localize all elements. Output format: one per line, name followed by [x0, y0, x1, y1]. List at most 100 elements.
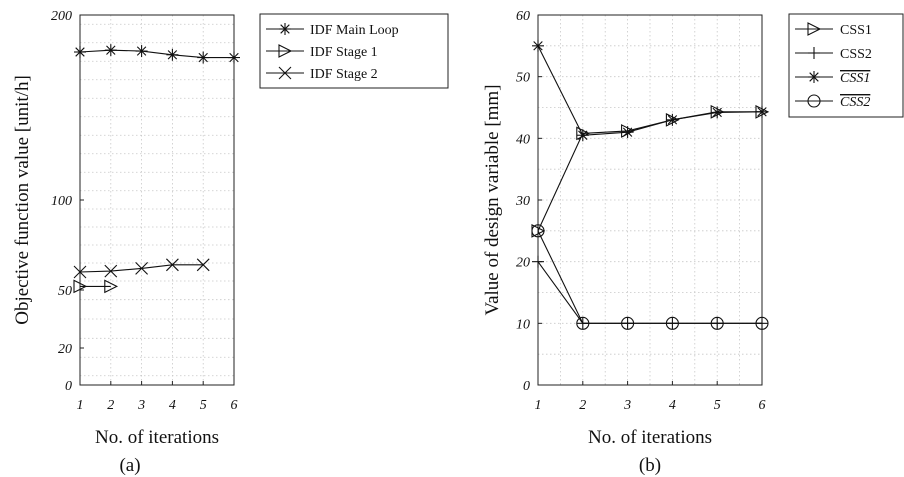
chart-b-point-3-1-circ: [576, 316, 590, 330]
chart-a-ytick-label: 20: [58, 342, 72, 357]
chart-b-legend-marker-3: [807, 94, 821, 108]
chart-a-point-0-0-d2: [75, 47, 85, 57]
chart-a-xtick-label: 3: [137, 398, 145, 413]
chart-a-point-0-1: [104, 44, 117, 57]
chart-b-ytick-label: 60: [516, 9, 530, 24]
chart-a-legend-label-0: IDF Main Loop: [310, 23, 399, 38]
chart-b-point-2-0-d2: [533, 41, 543, 51]
chart-a-xtick-label: 1: [77, 398, 84, 413]
chart-b-point-3-3-circ: [665, 316, 679, 330]
chart-b-point-2-1-d2: [578, 130, 588, 140]
chart-b-point-3-4-circ: [710, 316, 724, 330]
chart-a-point-2-1: [104, 264, 118, 278]
chart-a-legend-marker-2-d2: [278, 66, 292, 80]
chart-a-axes-box: [79, 14, 235, 386]
chart-a-legend-marker-1: [278, 44, 293, 58]
chart-b-grid: [537, 14, 763, 386]
chart-b-legend: CSS1 CSS2 CSS1 CSS2: [788, 13, 904, 118]
chart-b-legend-box: [788, 13, 904, 118]
chart-b-point-3-5-circ: [755, 316, 769, 330]
chart-b-point-3-4: [710, 316, 724, 330]
chart-a-legend-marker-2: [278, 66, 292, 80]
chart-a-point-2-1-d2: [104, 264, 118, 278]
chart-b-ytick-label: 0: [523, 379, 530, 394]
chart-a-point-2-2-d2: [135, 262, 148, 275]
chart-b-ytick-label: 20: [516, 256, 530, 271]
chart-b-xtick-label: 4: [669, 398, 676, 413]
chart-a-point-2-4-d2: [196, 258, 210, 272]
chart-a-point-0-5: [228, 51, 240, 64]
chart-b-xtick-label: 5: [714, 398, 721, 413]
chart-a-point-1-1-tri: [104, 279, 119, 294]
chart-b-point-1-0: [532, 255, 544, 268]
chart-b-point-2-5: [756, 105, 768, 118]
chart-a-point-0-3-d2: [167, 50, 178, 60]
chart-b-legend-label-2: CSS1: [840, 71, 870, 86]
chart-a-legend-marker-0-d2: [280, 24, 290, 34]
chart-b-point-3-1: [576, 316, 590, 330]
chart-b-ytick-label: 40: [516, 132, 530, 147]
chart-a-ytick-label: 50: [58, 284, 72, 299]
chart-b-legend-label-1: CSS2: [840, 47, 872, 62]
chart-b-point-3-3: [665, 316, 679, 330]
chart-b-point-3-2: [621, 316, 635, 330]
chart-a-point-2-3-d2: [166, 258, 179, 272]
chart-b-legend-marker-3-circ: [807, 94, 821, 108]
chart-b-point-2-0: [532, 39, 544, 52]
chart-a-point-2-4: [196, 258, 210, 272]
chart-a-xtick-label: 6: [231, 398, 238, 413]
chart-a-point-2-0: [73, 265, 87, 279]
chart-b-point-2-4: [711, 106, 724, 119]
chart-a-point-0-4-d2: [198, 52, 208, 63]
chart-a-ytick-label: 0: [65, 379, 72, 394]
chart-a-ytick-label: 100: [51, 194, 72, 209]
chart-a-ytick-label: 200: [51, 9, 72, 24]
chart-b-point-3-5: [755, 316, 769, 330]
chart-panel-a: 1 2 3 4 5 6 0 20 50 100 200 Objective function val…: [12, 9, 449, 476]
chart-a-point-1-1: [104, 279, 119, 294]
chart-a-xtick-label: 2: [107, 398, 114, 413]
chart-a-legend-box: [259, 13, 449, 89]
chart-a-xlabel: No. of iterations: [95, 427, 219, 448]
chart-b-legend-label-3: CSS2: [840, 95, 870, 110]
chart-b-point-2-3: [666, 113, 679, 126]
chart-a-point-0-2: [135, 45, 148, 58]
chart-b-series-line-3: [537, 230, 762, 324]
chart-b-point-2-1: [576, 129, 589, 142]
chart-a-xtick-label: 4: [169, 398, 176, 413]
chart-a-grid: [79, 15, 235, 385]
chart-b-ytick-label: 30: [515, 194, 530, 209]
chart-b-ylabel: Value of design variable [mm]: [482, 84, 503, 315]
chart-b-ytick-label: 50: [516, 71, 530, 86]
chart-a-legend-label-2: IDF Stage 2: [310, 67, 378, 82]
chart-a-legend-label-1: IDF Stage 1: [310, 45, 378, 60]
chart-b-xtick-label: 6: [759, 398, 766, 413]
chart-a-point-2-0-d2: [73, 265, 87, 279]
chart-b-legend-marker-2: [808, 71, 820, 83]
chart-a-point-2-3: [166, 258, 179, 272]
chart-a-point-0-0: [74, 46, 86, 58]
chart-b-legend-marker-0: [807, 22, 822, 36]
chart-a-legend-marker-0: [279, 23, 291, 35]
chart-b-point-2-2: [621, 126, 634, 139]
chart-a-series-line-0: [79, 49, 234, 59]
chart-b-legend-marker-1: [808, 47, 820, 59]
chart-b-xtick-label: 1: [535, 398, 542, 413]
chart-b-point-3-0: [531, 224, 545, 238]
chart-a-point-1-0-tri: [73, 279, 88, 294]
chart-b-legend-label-0: CSS1: [840, 23, 872, 38]
chart-a-xtick-label: 5: [200, 398, 207, 413]
chart-a-point-1-0: [73, 279, 88, 294]
chart-b-xlabel: No. of iterations: [588, 427, 712, 448]
chart-b-point-3-0-circ: [531, 224, 545, 238]
chart-b-point-3-2-circ: [621, 316, 635, 330]
chart-a-point-0-4: [197, 51, 210, 64]
chart-b-point-2-2-d2: [622, 127, 633, 137]
chart-a-ylabel: Objective function value [unit/h]: [12, 75, 33, 325]
chart-b-xtick-label: 2: [579, 398, 586, 413]
chart-a-legend: IDF Main Loop IDF Stage 1 IDF Stage 2: [259, 13, 449, 89]
chart-b-ytick-label: 10: [516, 317, 530, 332]
